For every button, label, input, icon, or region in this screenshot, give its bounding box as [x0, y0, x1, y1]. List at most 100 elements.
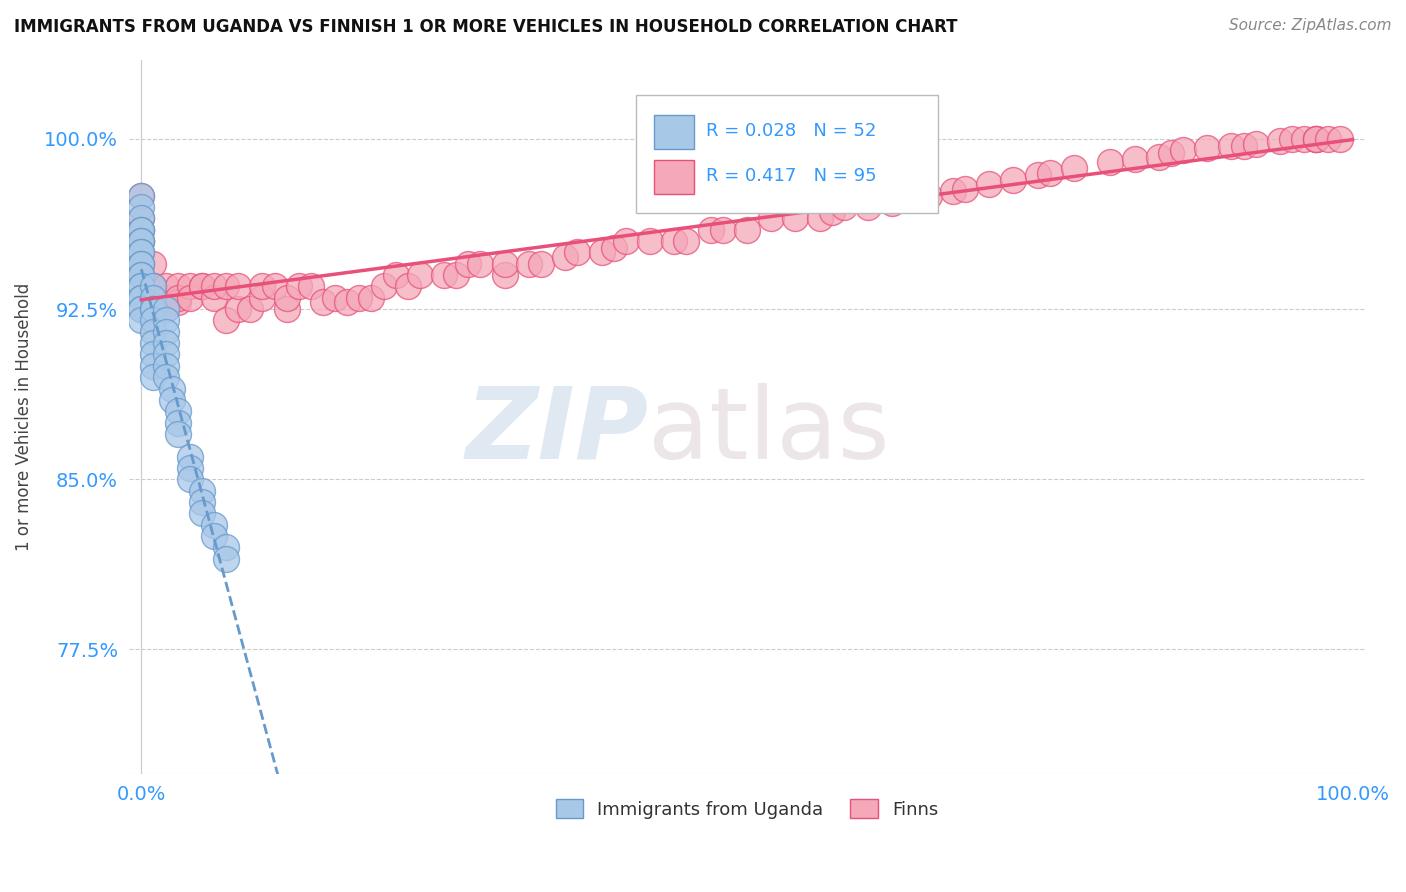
Point — [457, 257, 479, 271]
Point — [155, 347, 177, 361]
Point — [239, 302, 262, 317]
Point — [882, 195, 904, 210]
Text: ZIP: ZIP — [465, 383, 648, 480]
Point — [166, 426, 188, 441]
Point — [288, 279, 311, 293]
Point — [1147, 150, 1170, 164]
Point — [131, 188, 153, 202]
Point — [675, 234, 697, 248]
Point — [1317, 132, 1340, 146]
Point — [1123, 153, 1146, 167]
Point — [905, 188, 928, 202]
Point — [226, 302, 249, 317]
Point — [142, 347, 165, 361]
Point — [215, 313, 238, 327]
Point — [131, 211, 153, 226]
Point — [131, 223, 153, 237]
Point — [142, 257, 165, 271]
Point — [179, 472, 201, 486]
Point — [155, 302, 177, 317]
Point — [142, 302, 165, 317]
Point — [131, 188, 153, 202]
Point — [179, 291, 201, 305]
Point — [349, 291, 371, 305]
Point — [142, 313, 165, 327]
Point — [191, 483, 214, 498]
Point — [1305, 132, 1327, 146]
Point — [1063, 161, 1085, 176]
Point — [1197, 141, 1219, 155]
Point — [252, 291, 274, 305]
Point — [160, 382, 183, 396]
Point — [1305, 132, 1327, 146]
Point — [1305, 132, 1327, 146]
Point — [323, 291, 346, 305]
Point — [166, 279, 188, 293]
Point — [155, 291, 177, 305]
Point — [131, 223, 153, 237]
Point — [142, 291, 165, 305]
Point — [131, 234, 153, 248]
Point — [131, 268, 153, 282]
Point — [131, 257, 153, 271]
Point — [1281, 132, 1303, 146]
Point — [179, 461, 201, 475]
Point — [166, 404, 188, 418]
Point — [942, 184, 965, 198]
Point — [142, 291, 165, 305]
Point — [409, 268, 432, 282]
Point — [252, 279, 274, 293]
Point — [131, 279, 153, 293]
Point — [191, 506, 214, 520]
Point — [215, 551, 238, 566]
Point — [1039, 166, 1062, 180]
Point — [142, 359, 165, 373]
Point — [1002, 173, 1025, 187]
Point — [384, 268, 406, 282]
Point — [517, 257, 540, 271]
Point — [215, 541, 238, 555]
Point — [336, 295, 359, 310]
Point — [808, 211, 831, 226]
Point — [191, 495, 214, 509]
Point — [979, 178, 1001, 192]
Point — [191, 279, 214, 293]
Point — [131, 245, 153, 260]
Point — [131, 211, 153, 226]
Point — [856, 200, 879, 214]
Point — [142, 370, 165, 384]
Point — [155, 370, 177, 384]
Point — [131, 234, 153, 248]
Point — [202, 291, 225, 305]
Point — [276, 291, 298, 305]
Point — [1220, 138, 1243, 153]
Point — [494, 268, 516, 282]
Point — [917, 188, 939, 202]
Point — [142, 325, 165, 339]
Point — [446, 268, 468, 282]
Point — [155, 325, 177, 339]
FancyBboxPatch shape — [636, 95, 938, 213]
Point — [131, 268, 153, 282]
Bar — [654, 160, 693, 194]
Point — [142, 279, 165, 293]
Point — [1026, 169, 1049, 183]
Point — [155, 279, 177, 293]
Point — [131, 200, 153, 214]
Point — [373, 279, 395, 293]
Point — [131, 234, 153, 248]
Point — [155, 359, 177, 373]
Point — [263, 279, 285, 293]
Point — [131, 291, 153, 305]
Point — [131, 279, 153, 293]
Point — [155, 313, 177, 327]
Point — [166, 291, 188, 305]
Text: R = 0.028   N = 52: R = 0.028 N = 52 — [706, 122, 876, 140]
Point — [142, 302, 165, 317]
Point — [142, 279, 165, 293]
Point — [131, 223, 153, 237]
Point — [131, 245, 153, 260]
Point — [1268, 134, 1291, 148]
Point — [202, 529, 225, 543]
Point — [276, 302, 298, 317]
